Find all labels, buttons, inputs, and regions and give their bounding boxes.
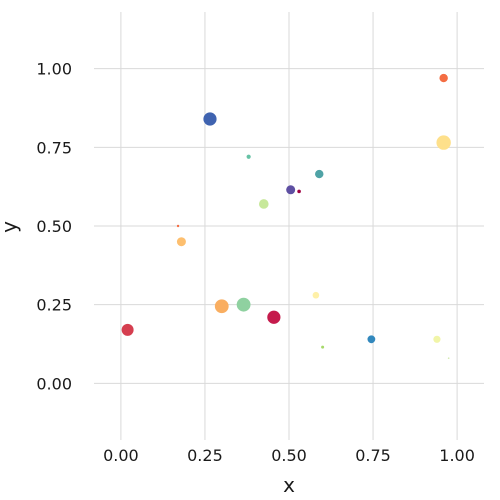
data-point (267, 310, 281, 324)
grid (94, 12, 484, 440)
y-tick-label: 0.75 (36, 138, 72, 157)
x-tick-label: 1.00 (439, 446, 475, 465)
x-tick-label: 0.00 (103, 446, 139, 465)
y-tick-labels: 0.00 0.25 0.50 0.75 1.00 (36, 60, 72, 394)
data-point (433, 335, 441, 343)
data-point (258, 199, 269, 209)
x-tick-label: 0.75 (355, 446, 391, 465)
x-tick-labels: 0.00 0.25 0.50 0.75 1.00 (103, 446, 475, 465)
data-points (121, 73, 451, 359)
data-point (176, 237, 186, 247)
data-point (214, 299, 229, 314)
data-point (176, 224, 180, 228)
x-tick-label: 0.50 (271, 446, 307, 465)
y-tick-label: 0.25 (36, 296, 72, 315)
data-point (236, 297, 251, 312)
data-point (203, 112, 217, 126)
x-tick-label: 0.25 (187, 446, 223, 465)
data-point (246, 154, 251, 159)
y-tick-label: 1.00 (36, 60, 72, 79)
data-point (447, 357, 450, 359)
x-axis-title: x (283, 473, 295, 497)
data-point (367, 335, 376, 344)
y-axis-title: y (0, 221, 21, 233)
data-point (439, 73, 448, 83)
data-point (121, 323, 134, 336)
data-point (315, 169, 324, 179)
data-point (286, 185, 296, 195)
data-point (312, 291, 320, 299)
data-point (297, 189, 301, 194)
y-tick-label: 0.00 (36, 374, 72, 393)
y-tick-label: 0.50 (36, 217, 72, 236)
data-point (436, 135, 451, 150)
data-point (321, 345, 325, 349)
